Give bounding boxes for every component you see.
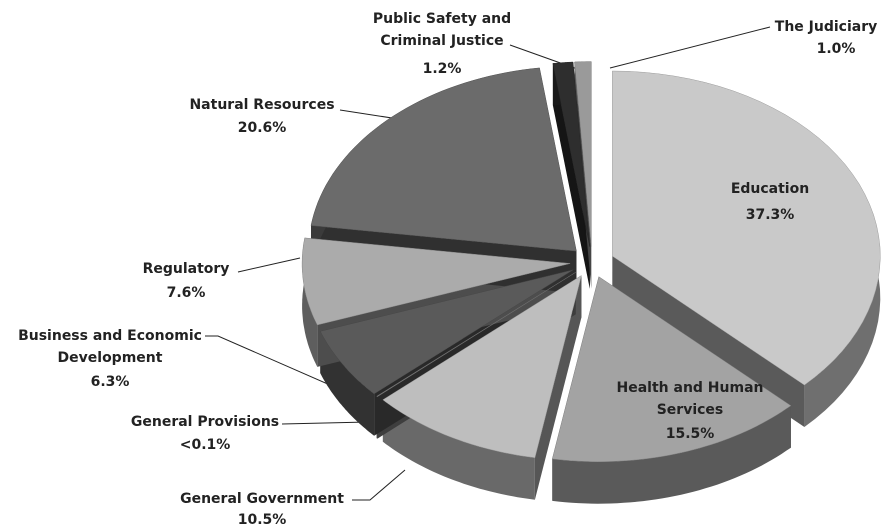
slice-value-label: 1.2% — [422, 61, 462, 77]
leader-line — [609, 26, 771, 69]
slice-tops — [301, 61, 881, 462]
leader-line — [352, 469, 406, 501]
slice-label: Public Safety and Criminal Justice — [372, 11, 512, 49]
slice-value-label: 37.3% — [745, 207, 795, 223]
slice-label: Education — [730, 181, 810, 197]
slice-label: Business and Economic Development — [18, 328, 202, 366]
slice — [319, 269, 574, 395]
slice — [382, 274, 582, 458]
slice-label: Regulatory — [142, 261, 230, 277]
slice-value-label: 1.0% — [816, 41, 856, 57]
slice-label: The Judiciary — [774, 19, 878, 35]
leader-lines — [205, 26, 771, 501]
slice-label: General Government — [180, 491, 344, 507]
slice-wall — [302, 237, 318, 367]
slice — [551, 276, 792, 462]
leader-line — [237, 257, 301, 273]
leader-line — [205, 335, 331, 386]
slice — [552, 61, 591, 247]
slice-side — [552, 63, 590, 289]
slice-label: Natural Resources — [189, 97, 335, 113]
slice — [612, 70, 881, 386]
slice-label: Health and Human Services — [616, 380, 764, 418]
slice-value-label: 6.3% — [90, 374, 130, 390]
slice-value-label: 15.5% — [665, 426, 715, 442]
slice — [310, 67, 577, 252]
slice — [301, 237, 571, 326]
slice-value-label: <0.1% — [179, 437, 231, 453]
leader-line — [281, 421, 369, 425]
slice — [375, 272, 576, 397]
slice-label: General Provisions — [130, 414, 280, 430]
slice-value-label: 20.6% — [237, 120, 287, 136]
slice-value-label: 10.5% — [237, 512, 287, 528]
slice-wall — [382, 399, 535, 500]
slice — [574, 61, 592, 247]
slice-value-label: 7.6% — [166, 285, 206, 301]
slice-side — [534, 275, 582, 500]
